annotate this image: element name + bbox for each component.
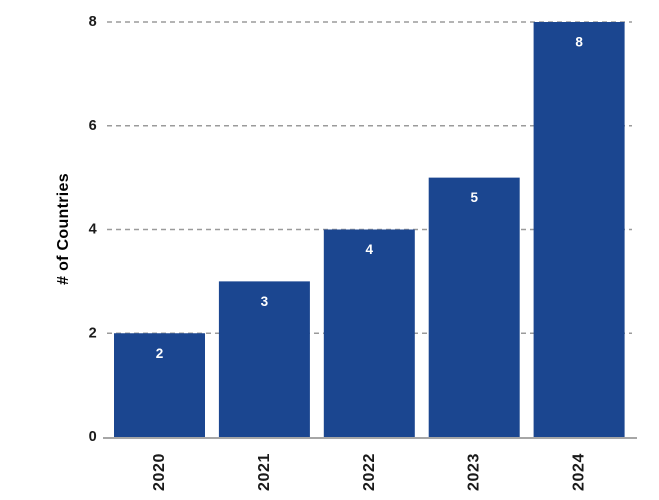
x-tick-label-2020: 2020	[151, 453, 168, 491]
y-tick-label-0: 0	[89, 429, 97, 445]
bar-value-label-2020: 2	[156, 346, 164, 361]
bar-2023	[428, 177, 520, 437]
bar-value-label-2022: 4	[366, 242, 374, 257]
y-axis-title: # of Countries	[55, 173, 72, 285]
bars	[114, 22, 625, 437]
y-tick-label-8: 8	[89, 14, 97, 30]
bar-2021	[218, 281, 310, 437]
x-tick-label-2024: 2024	[571, 453, 588, 491]
y-tick-label-4: 4	[89, 222, 97, 238]
x-tick-label-2022: 2022	[361, 453, 378, 491]
x-axis-tick-labels: 2020 2021 2022 2023 2024	[151, 453, 588, 491]
y-tick-label-6: 6	[89, 118, 97, 134]
bar-value-label-2024: 8	[575, 35, 583, 50]
bar-2022	[323, 229, 415, 437]
bar-value-labels: 2 3 4 5 8	[156, 35, 584, 361]
bar-value-label-2023: 5	[470, 190, 478, 205]
bar-2024	[533, 22, 625, 437]
y-tick-label-2: 2	[89, 325, 97, 341]
bar-2020	[114, 333, 205, 437]
x-tick-label-2023: 2023	[466, 453, 483, 491]
bar-value-label-2021: 3	[261, 294, 269, 309]
x-tick-label-2021: 2021	[256, 453, 273, 491]
y-axis-tick-labels: 0 2 4 6 8	[89, 14, 97, 445]
